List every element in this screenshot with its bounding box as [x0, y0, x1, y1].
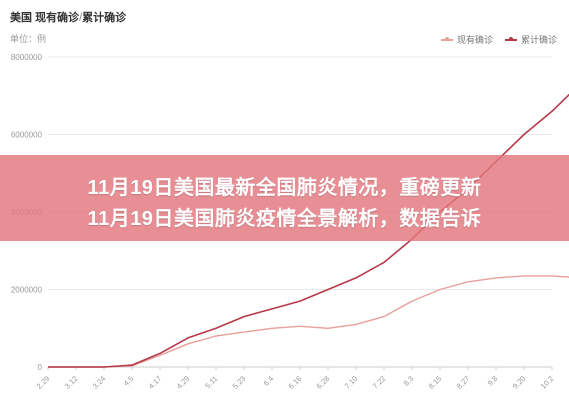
x-tick-label: 6.4 — [262, 374, 276, 388]
title-separator: / — [79, 12, 83, 24]
x-tick-label: 5.11 — [203, 374, 219, 390]
x-tick-label: 5.23 — [231, 374, 248, 391]
x-tick-label: 7.22 — [371, 374, 388, 391]
x-tick-label: 9.8 — [486, 374, 500, 388]
x-tick-label: 2.29 — [35, 374, 52, 391]
series-line-current — [48, 275, 569, 368]
headline-line-2: 11月19日美国肺炎疫情全景解析，数据告诉 — [87, 208, 482, 230]
x-tick-label: 8.3 — [402, 374, 416, 388]
axes — [47, 366, 553, 370]
chart-title: 美国 现有确诊/累计确诊 — [10, 9, 126, 25]
x-tick-label: 8.27 — [455, 374, 472, 391]
x-tick-label: 7.10 — [343, 374, 360, 391]
y-tick-label: 2000000 — [11, 286, 43, 295]
legend-item-cumulative: 累计确诊 — [504, 33, 557, 46]
title-metric-cumulative: 累计确诊 — [82, 12, 127, 24]
legend-item-current: 现有确诊 — [440, 33, 493, 46]
legend-label-cumulative: 累计确诊 — [520, 35, 557, 45]
legend-swatch-cumulative — [504, 36, 517, 41]
headline-banner: 11月19日美国最新全国肺炎情况，重磅更新 11月19日美国肺炎疫情全景解析，数… — [0, 155, 569, 241]
y-tick-label: 8000000 — [11, 53, 43, 62]
x-tick-label: 3.24 — [91, 374, 108, 391]
x-tick-label: 9.20 — [511, 374, 528, 391]
legend: 现有确诊 累计确诊 — [440, 33, 557, 46]
x-tick-label: 8.15 — [427, 374, 444, 391]
x-tick-label: 10.2 — [539, 374, 556, 391]
headline-line-1: 11月19日美国最新全国肺炎情况，重磅更新 — [87, 177, 482, 199]
y-tick-label: 0 — [38, 363, 43, 372]
x-tick-labels: 2.29 3.12 3.24 4.5 4.17 4.29 5.11 5.23 6.4 6.16 6.… — [35, 374, 556, 391]
x-tick-label: 4.29 — [175, 374, 192, 391]
x-tick-label: 4.5 — [122, 374, 136, 388]
x-tick-label: 6.16 — [287, 374, 304, 391]
title-metric-current: 现有确诊 — [35, 12, 80, 24]
x-tick-label: 4.17 — [147, 374, 164, 391]
title-country: 美国 — [10, 12, 32, 24]
legend-label-current: 现有确诊 — [456, 35, 493, 45]
x-tick-label: 6.28 — [315, 374, 332, 391]
x-tick-label: 3.12 — [63, 374, 80, 391]
legend-swatch-current — [440, 36, 453, 41]
unit-label: 单位：例 — [10, 34, 47, 44]
y-tick-label: 6000000 — [11, 131, 43, 140]
